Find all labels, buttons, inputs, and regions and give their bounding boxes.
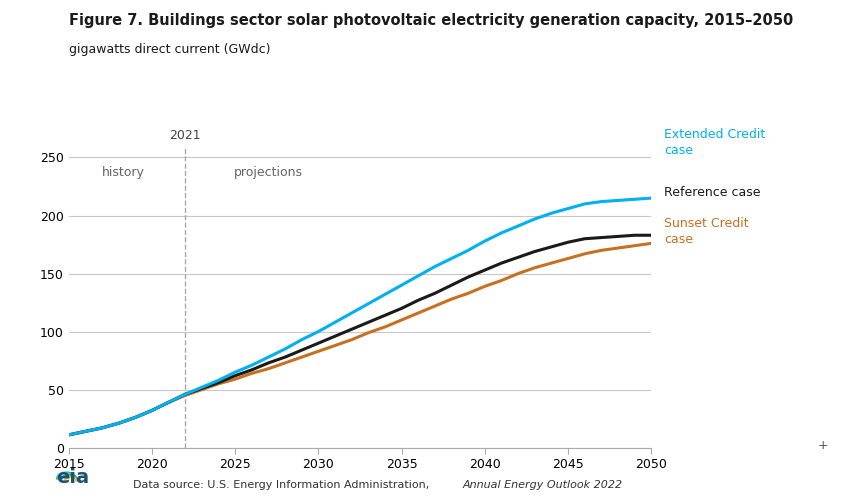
Text: history: history (102, 165, 145, 179)
Text: Annual Energy Outlook 2022: Annual Energy Outlook 2022 (463, 480, 623, 490)
Text: Sunset Credit
case: Sunset Credit case (664, 217, 749, 246)
Text: gigawatts direct current (GWdc): gigawatts direct current (GWdc) (69, 43, 270, 56)
Text: Figure 7. Buildings sector solar photovoltaic electricity generation capacity, 2: Figure 7. Buildings sector solar photovo… (69, 13, 793, 28)
Text: Reference case: Reference case (664, 186, 761, 199)
Text: 2021: 2021 (170, 129, 201, 142)
Text: Extended Credit
case: Extended Credit case (664, 128, 765, 157)
Text: +: + (818, 439, 828, 452)
Text: projections: projections (234, 165, 303, 179)
Text: eia: eia (56, 468, 89, 487)
Text: Data source: U.S. Energy Information Administration,: Data source: U.S. Energy Information Adm… (133, 480, 433, 490)
